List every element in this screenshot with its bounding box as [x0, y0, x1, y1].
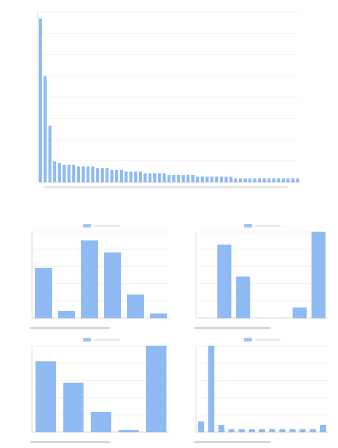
- bar-middle-left-a: [35, 267, 52, 319]
- bar-bottom-right-f: [248, 429, 255, 433]
- legend-swatch: [244, 224, 252, 228]
- bar-top-48: [262, 178, 266, 183]
- bar-top-27: [162, 173, 166, 183]
- bar-bottom-right-h: [269, 429, 276, 433]
- bar-top-15: [105, 168, 109, 183]
- bar-bottom-right-c: [218, 424, 225, 433]
- bar-top-26: [158, 173, 161, 183]
- bar-top-34: [196, 176, 200, 183]
- bar-top-12: [91, 166, 95, 183]
- bar-top-52: [281, 178, 285, 183]
- bar-bottom-right-m: [319, 424, 326, 433]
- bar-middle-right-b: [217, 244, 232, 319]
- bar-top-33: [191, 175, 195, 183]
- bar-top-18: [119, 169, 123, 183]
- bar-top-39: [219, 176, 223, 183]
- bar-top-37: [210, 176, 214, 183]
- bar-top-10: [81, 166, 85, 183]
- bar-top-23: [143, 173, 147, 183]
- caption-placeholder: [30, 441, 111, 443]
- bar-top-54: [291, 178, 295, 183]
- bar-middle-left-b: [58, 310, 75, 319]
- bar-top-4: [53, 161, 57, 183]
- caption-placeholder: [194, 441, 271, 443]
- caption-placeholder: [194, 327, 271, 329]
- bar-bottom-left-c: [90, 412, 112, 433]
- bar-top-13: [96, 168, 100, 183]
- bar-top-8: [72, 164, 76, 183]
- x-tick-labels-placeholder: [44, 186, 288, 189]
- bar-top-36: [205, 176, 209, 183]
- bar-top-20: [129, 171, 133, 183]
- bar-top-38: [215, 176, 219, 183]
- bar-top-5: [57, 163, 61, 183]
- bar-bottom-right-j: [289, 429, 296, 433]
- bar-top-42: [234, 178, 238, 183]
- bar-middle-left-e: [127, 294, 144, 319]
- bar-bottom-right-a: [198, 421, 205, 433]
- legend-label-placeholder: [94, 339, 120, 341]
- caption-placeholder: [30, 327, 111, 329]
- legend-label-placeholder: [255, 225, 281, 227]
- bar-top-41: [229, 176, 233, 183]
- bar-bottom-left-d: [118, 430, 139, 433]
- bar-bottom-left-b: [63, 382, 84, 433]
- bar-top-6: [62, 164, 66, 183]
- bar-top-44: [243, 178, 247, 183]
- bar-middle-left-d: [104, 252, 121, 319]
- bar-top-46: [253, 178, 257, 183]
- bar-top-14: [100, 168, 104, 183]
- bar-top-49: [267, 178, 271, 183]
- bar-bottom-right-g: [259, 429, 265, 433]
- bar-bottom-left-e: [146, 345, 167, 433]
- bar-bottom-right-i: [279, 429, 286, 433]
- bar-bottom-right-k: [299, 429, 306, 433]
- bar-top-21: [134, 171, 138, 183]
- bar-top-2: [43, 76, 47, 183]
- bar-top-50: [272, 178, 276, 183]
- bar-middle-right-f: [292, 307, 307, 319]
- bar-top-24: [148, 173, 152, 183]
- bar-top-7: [67, 164, 71, 183]
- bar-bottom-right-d: [228, 429, 235, 433]
- bar-top-35: [200, 176, 204, 183]
- bar-bottom-right-l: [309, 429, 316, 433]
- legend-label-placeholder: [94, 225, 120, 227]
- bar-top-31: [181, 175, 185, 183]
- bar-middle-left-f: [150, 313, 167, 319]
- bar-top-40: [224, 176, 228, 183]
- legend-swatch: [244, 338, 252, 342]
- bar-top-16: [110, 169, 114, 183]
- bar-top-22: [138, 171, 142, 183]
- bar-top-28: [167, 175, 171, 183]
- bar-top-53: [286, 178, 290, 183]
- legend-swatch: [83, 224, 91, 228]
- bar-top-29: [172, 175, 176, 183]
- bar-bottom-left-a: [35, 361, 56, 433]
- bar-top-3: [48, 125, 52, 183]
- bar-top-43: [238, 178, 242, 183]
- bar-top-11: [86, 166, 90, 183]
- bar-top-19: [124, 171, 128, 183]
- bar-top-47: [258, 178, 261, 183]
- bar-top-55: [296, 178, 300, 183]
- bar-top-51: [277, 178, 281, 183]
- bar-top-1: [38, 18, 42, 183]
- bar-middle-right-c: [236, 276, 251, 319]
- bar-top-32: [186, 175, 190, 183]
- bar-top-25: [153, 173, 157, 183]
- bar-bottom-right-b: [208, 345, 215, 433]
- bar-middle-right-g: [311, 231, 326, 319]
- legend-label-placeholder: [255, 339, 281, 341]
- bar-top-9: [77, 166, 80, 183]
- bar-middle-left-c: [81, 240, 98, 319]
- bar-top-17: [115, 169, 119, 183]
- legend-swatch: [83, 338, 91, 342]
- bar-top-45: [248, 178, 252, 183]
- bar-bottom-right-e: [238, 429, 245, 433]
- bar-top-30: [177, 175, 180, 183]
